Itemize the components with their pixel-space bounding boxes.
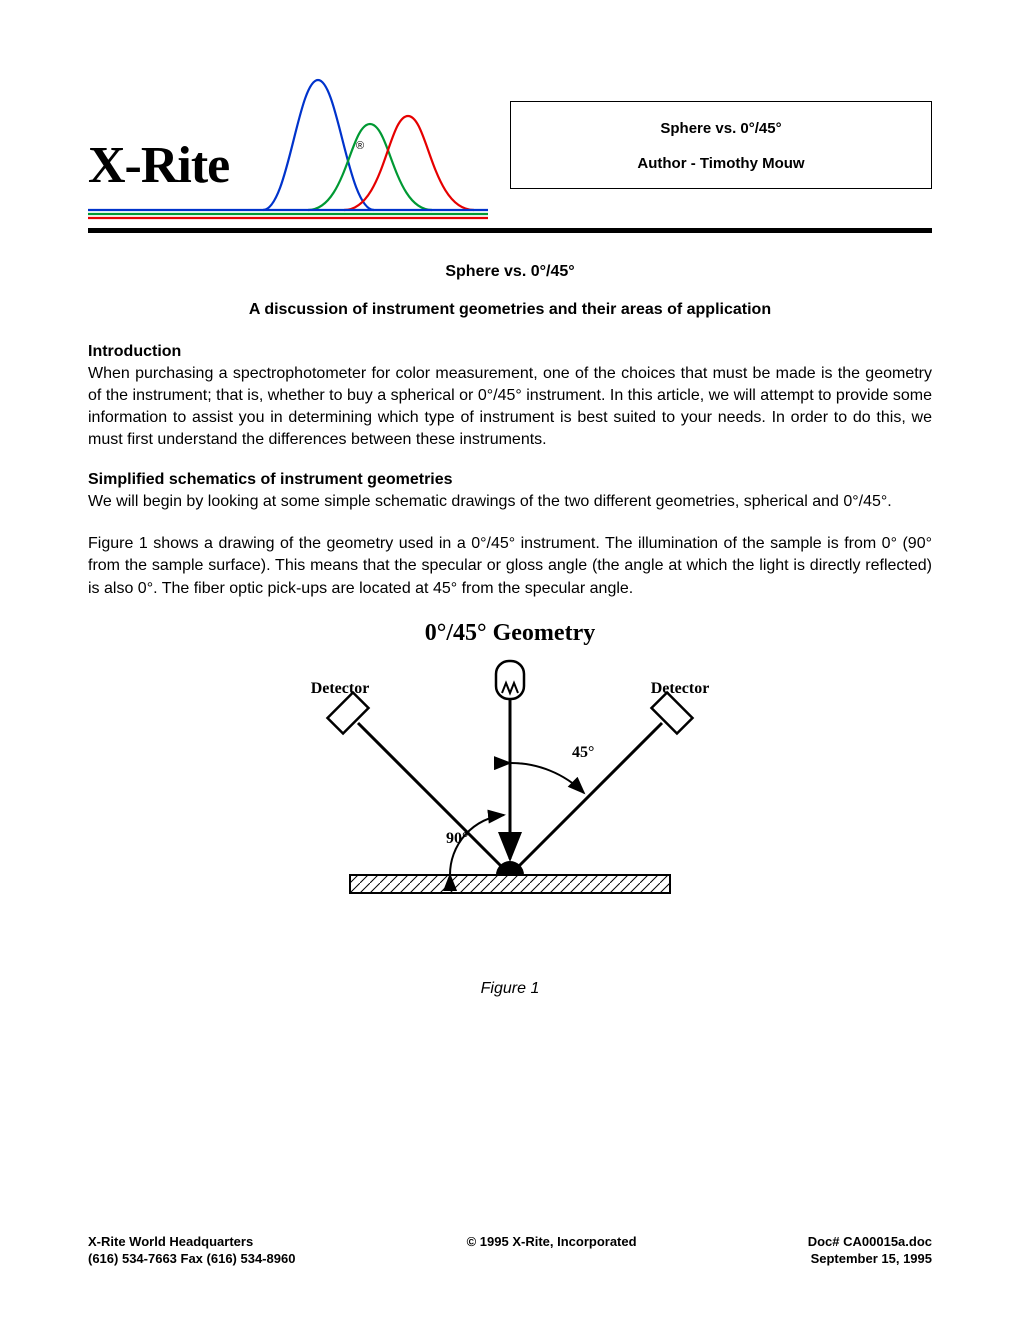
paragraph-introduction: When purchasing a spectrophotometer for … (88, 363, 932, 451)
footer-left-line1: X-Rite World Headquarters (88, 1233, 295, 1251)
header-title-box: Sphere vs. 0°/45° Author - Timothy Mouw (510, 101, 932, 189)
figure-title: 0°/45° Geometry (88, 620, 932, 647)
section-heading-schematics: Simplified schematics of instrument geom… (88, 471, 932, 489)
figure-geometry-svg: Detector Detector 45° 90° (240, 653, 780, 913)
angle-45-label: 45° (572, 744, 594, 761)
page: X-Rite ® Sphere vs. 0°/45° Author - Timo… (0, 0, 1020, 1320)
figure-caption: Figure 1 (88, 980, 932, 998)
footer-right: Doc# CA00015a.doc September 15, 1995 (808, 1233, 932, 1268)
logo-text: X-Rite (88, 136, 229, 195)
figure-wrap: Detector Detector 45° 90° (88, 653, 932, 918)
left-detector-label: Detector (311, 680, 370, 697)
footer-right-line2: September 15, 1995 (808, 1250, 932, 1268)
document-title: Sphere vs. 0°/45° (88, 263, 932, 281)
footer-right-line1: Doc# CA00015a.doc (808, 1233, 932, 1251)
footer-left: X-Rite World Headquarters (616) 534-7663… (88, 1233, 295, 1268)
header-title-line2: Author - Timothy Mouw (521, 155, 921, 172)
angle-45-arc (510, 763, 584, 793)
paragraph-figure1: Figure 1 shows a drawing of the geometry… (88, 533, 932, 599)
sample-surface (350, 875, 670, 893)
angle-90-label: 90° (446, 830, 468, 847)
right-detector-label: Detector (651, 680, 710, 697)
paragraph-schematics: We will begin by looking at some simple … (88, 491, 932, 513)
footer: X-Rite World Headquarters (616) 534-7663… (88, 1233, 932, 1268)
left-detector-beam (358, 723, 502, 867)
logo-registered: ® (356, 140, 364, 152)
header-divider (88, 228, 932, 233)
footer-center: © 1995 X-Rite, Incorporated (467, 1233, 637, 1268)
header-title-line1: Sphere vs. 0°/45° (521, 120, 921, 137)
document-subtitle: A discussion of instrument geometries an… (88, 301, 932, 319)
logo: X-Rite ® (88, 70, 488, 220)
section-heading-introduction: Introduction (88, 343, 932, 361)
footer-center-line1: © 1995 X-Rite, Incorporated (467, 1233, 637, 1251)
header-row: X-Rite ® Sphere vs. 0°/45° Author - Timo… (88, 70, 932, 220)
footer-left-line2: (616) 534-7663 Fax (616) 534-8960 (88, 1250, 295, 1268)
logo-curve-green (308, 124, 432, 210)
